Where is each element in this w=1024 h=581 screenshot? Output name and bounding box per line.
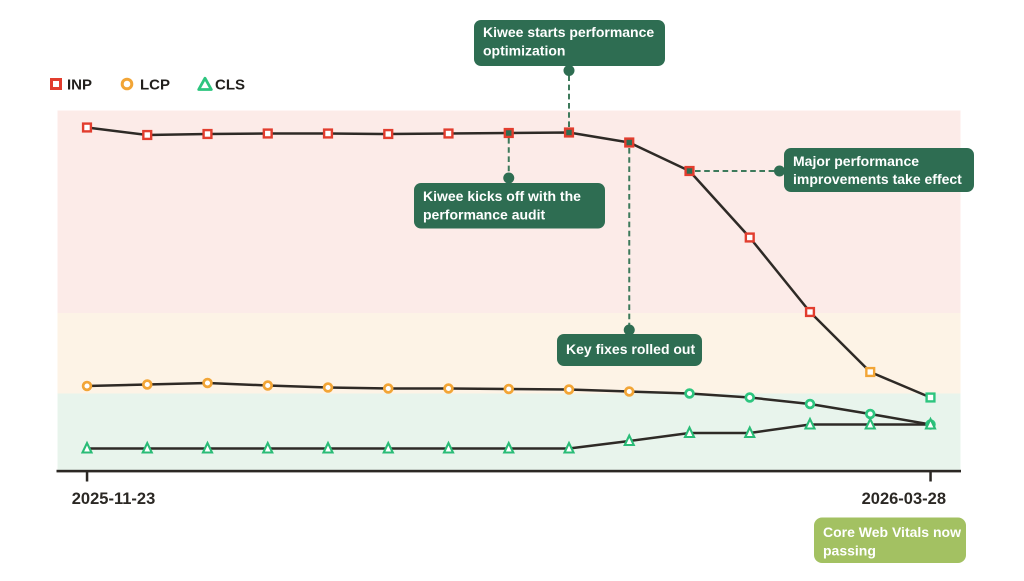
svg-text:improvements take effect: improvements take effect xyxy=(793,171,962,187)
svg-text:Kiwee starts performance: Kiwee starts performance xyxy=(483,24,654,40)
svg-text:passing: passing xyxy=(823,543,876,559)
svg-text:LCP: LCP xyxy=(140,77,170,94)
svg-text:optimization: optimization xyxy=(483,43,565,59)
svg-text:2025-11-23: 2025-11-23 xyxy=(72,490,156,508)
svg-text:INP: INP xyxy=(67,77,92,94)
svg-text:CLS: CLS xyxy=(215,77,245,94)
svg-text:Major performance: Major performance xyxy=(793,153,919,169)
svg-text:Kiwee kicks off with the: Kiwee kicks off with the xyxy=(423,188,581,204)
svg-text:performance audit: performance audit xyxy=(423,207,545,223)
svg-text:2026-03-28: 2026-03-28 xyxy=(862,490,946,508)
svg-text:Core Web Vitals now: Core Web Vitals now xyxy=(823,524,961,540)
svg-text:Key fixes rolled out: Key fixes rolled out xyxy=(566,341,695,357)
